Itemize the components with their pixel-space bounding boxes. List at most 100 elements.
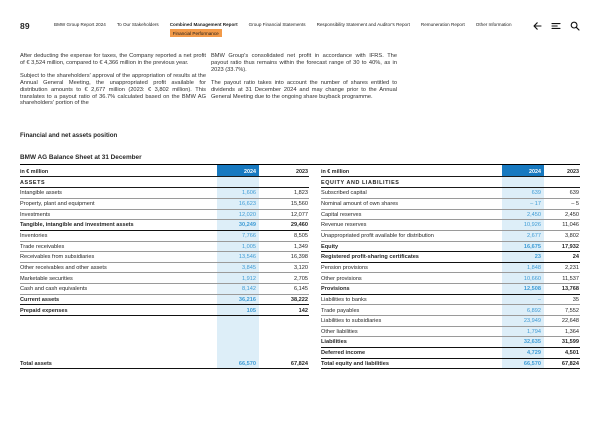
value-2023: 142 [298, 307, 308, 314]
row-label: Pension provisions [321, 264, 368, 271]
section-label: EQUITY AND LIABILITIES [321, 179, 400, 186]
value-2023: 6,145 [294, 286, 308, 293]
value-2024: 2,450 [502, 209, 544, 220]
row-label: Receivables from subsidiaries [20, 254, 95, 261]
balance-row: Unappropriated profit available for dist… [321, 230, 580, 242]
value-2023: 11,046 [562, 222, 579, 229]
equity-rows: Subscribed capital 639 639 Nominal amount o… [321, 188, 580, 370]
value-2023: 3,802 [565, 233, 579, 240]
paragraph: The payout ratio takes into account the … [211, 79, 397, 100]
row-label: Prepaid expenses [20, 307, 68, 314]
value-2023: 4,501 [565, 350, 579, 357]
value-2023: 2,450 [565, 211, 579, 218]
row-label: Trade payables [321, 307, 360, 314]
value-2024: 105 [217, 305, 259, 316]
value-2023: 639 [569, 190, 579, 197]
balance-row: Total equity and liabilities 66,570 67,824 [321, 358, 580, 370]
value-2023 [259, 316, 309, 359]
value-2024: 1,848 [502, 262, 544, 273]
nav-item-financial-statements[interactable]: Group Financial Statements [249, 22, 306, 37]
balance-row: Other provisions 10,660 11,537 [321, 273, 580, 285]
value-2023: 11,537 [562, 275, 579, 282]
balance-row: Current assets 36,216 38,222 [20, 294, 309, 306]
nav-item-stakeholders[interactable]: To Our Stakeholders [117, 22, 159, 37]
equity-section-row: EQUITY AND LIABILITIES [321, 177, 580, 189]
value-2023: 8,505 [294, 233, 308, 240]
column-2023: 2023 [567, 168, 579, 175]
row-label: Property, plant and equipment [20, 201, 95, 208]
value-2023: 1,823 [294, 190, 308, 197]
balance-row: Revenue reserves 10,926 11,046 [321, 220, 580, 231]
nav-item-responsibility[interactable]: Responsibility Statement and Auditor's R… [317, 22, 410, 37]
row-label: Other receivables and other assets [20, 264, 107, 271]
nav-label: Remuneration Report [420, 22, 465, 27]
nav-item-other-information[interactable]: Other Information [476, 22, 512, 37]
balance-row: Inventories 7,766 8,505 [20, 230, 309, 242]
back-arrow-icon[interactable] [532, 21, 542, 31]
value-2023: 24 [572, 254, 579, 261]
value-2024: 4,729 [502, 347, 544, 358]
paragraph: After deducting the expense for taxes, t… [20, 53, 206, 66]
nav-label: Group Financial Statements [248, 22, 306, 27]
value-2023: 35 [572, 296, 579, 303]
nav-label: To Our Stakeholders [116, 22, 159, 27]
value-2023: 15,560 [290, 201, 308, 208]
nav-item-management-report[interactable]: Combined Management Report Financial Per… [169, 22, 238, 37]
balance-row: Tangible, intangible and investment asse… [20, 220, 309, 231]
value-2023: 2,231 [565, 264, 579, 271]
value-2024: 2,677 [502, 230, 544, 241]
balance-row: Nominal amount of own shares – 17 – 5 [321, 198, 580, 210]
row-label: Intangible assets [20, 190, 62, 197]
balance-row: Investments 12,020 12,077 [20, 209, 309, 221]
spacer-row [20, 316, 309, 359]
row-label: Subscribed capital [321, 190, 367, 197]
value-2023: 3,120 [294, 264, 308, 271]
value-2024: 66,570 [502, 358, 544, 369]
row-label: Marketable securities [20, 275, 73, 282]
value-2024: 1,912 [217, 273, 259, 284]
value-2024: 3,845 [217, 262, 259, 273]
nav-item-remuneration[interactable]: Remuneration Report [421, 22, 465, 37]
top-header: 89 BMW Group Report 2024 To Our Stakehol… [0, 0, 600, 37]
value-2024: 8,142 [217, 284, 259, 294]
equity-liabilities-table: in € million 2024 2023 EQUITY AND LIABIL… [321, 165, 580, 370]
row-label: Total equity and liabilities [321, 360, 389, 367]
balance-row: Liabilities to banks – 35 [321, 294, 580, 306]
balance-row: Equity 16,675 17,932 [321, 241, 580, 253]
row-label: Cash and cash equivalents [20, 286, 88, 293]
value-2023: 13,768 [561, 286, 579, 293]
table-header-row: in € million 2024 2023 [321, 165, 580, 178]
row-label: Provisions [321, 286, 350, 293]
unit-label: in € million [321, 168, 350, 175]
assets-table: in € million 2024 2023 ASSETS Intangible… [20, 165, 309, 370]
intro-column-left: After deducting the expense for taxes, t… [20, 53, 206, 107]
column-2024: 2024 [502, 165, 544, 177]
row-label: Tangible, intangible and investment asse… [20, 222, 134, 229]
value-2023: 22,648 [561, 318, 579, 325]
balance-row: Other liabilities 1,794 1,364 [321, 326, 580, 338]
value-2023: 67,824 [290, 360, 308, 367]
row-label: Current assets [20, 296, 60, 303]
value-2023: 38,222 [290, 296, 308, 303]
nav-item-report[interactable]: BMW Group Report 2024 [54, 22, 106, 37]
balance-row: Subscribed capital 639 639 [321, 188, 580, 199]
balance-row: Liabilities to subsidiaries 23,949 22,648 [321, 316, 580, 327]
intro-text: After deducting the expense for taxes, t… [0, 53, 600, 107]
value-2023: 31,599 [561, 339, 579, 346]
row-label: Liabilities [321, 339, 347, 346]
value-2023: 2,705 [294, 275, 308, 282]
menu-icon[interactable] [551, 21, 561, 31]
value-2023: 7,552 [565, 307, 579, 314]
balance-row: Other receivables and other assets 3,845 3… [20, 262, 309, 274]
value-2023: 67,824 [561, 360, 579, 367]
balance-sheet-title: BMW AG Balance Sheet at 31 December [20, 154, 142, 162]
value-2024: 1,606 [217, 188, 259, 198]
report-nav: BMW Group Report 2024 To Our Stakeholder… [54, 21, 532, 37]
search-icon[interactable] [570, 21, 580, 31]
row-label: Revenue reserves [321, 222, 367, 229]
nav-label: BMW Group Report 2024 [54, 22, 106, 27]
value-2023: 1,349 [294, 243, 308, 250]
value-2023: – 5 [571, 201, 579, 208]
financial-performance-tag[interactable]: Financial Performance [169, 29, 222, 37]
assets-rows: Intangible assets 1,606 1,823 Property, pla… [20, 188, 309, 370]
